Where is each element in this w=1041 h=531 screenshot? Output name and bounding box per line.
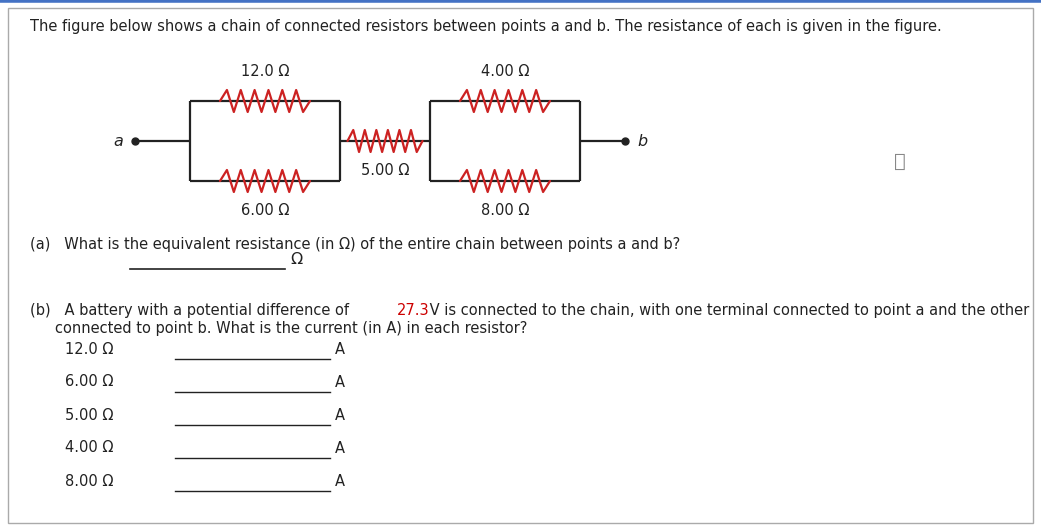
Text: 8.00 Ω: 8.00 Ω xyxy=(65,474,113,489)
Text: V is connected to the chain, with one terminal connected to point a and the othe: V is connected to the chain, with one te… xyxy=(425,303,1030,318)
Text: Ω: Ω xyxy=(290,252,302,267)
FancyBboxPatch shape xyxy=(8,8,1033,523)
Text: 4.00 Ω: 4.00 Ω xyxy=(481,64,529,79)
Text: 27.3: 27.3 xyxy=(397,303,430,318)
Text: The figure below shows a chain of connected resistors between points a and b. Th: The figure below shows a chain of connec… xyxy=(30,19,942,34)
Text: A: A xyxy=(335,441,345,456)
Text: 6.00 Ω: 6.00 Ω xyxy=(240,203,289,218)
Text: 12.0 Ω: 12.0 Ω xyxy=(240,64,289,79)
Text: ⓘ: ⓘ xyxy=(894,151,906,170)
Text: 6.00 Ω: 6.00 Ω xyxy=(65,374,113,390)
Text: 12.0 Ω: 12.0 Ω xyxy=(65,341,113,356)
Text: 5.00 Ω: 5.00 Ω xyxy=(65,407,113,423)
Text: connected to point b. What is the current (in A) in each resistor?: connected to point b. What is the curren… xyxy=(55,321,528,336)
Text: A: A xyxy=(335,408,345,423)
Text: A: A xyxy=(335,474,345,489)
Text: b: b xyxy=(637,133,648,149)
Text: a: a xyxy=(113,133,123,149)
Text: A: A xyxy=(335,342,345,357)
Text: (a)   What is the equivalent resistance (in Ω) of the entire chain between point: (a) What is the equivalent resistance (i… xyxy=(30,237,680,252)
Text: 4.00 Ω: 4.00 Ω xyxy=(65,441,113,456)
Text: 8.00 Ω: 8.00 Ω xyxy=(481,203,529,218)
Text: 5.00 Ω: 5.00 Ω xyxy=(361,163,409,178)
Text: A: A xyxy=(335,375,345,390)
Text: (b)   A battery with a potential difference of: (b) A battery with a potential differenc… xyxy=(30,303,354,318)
